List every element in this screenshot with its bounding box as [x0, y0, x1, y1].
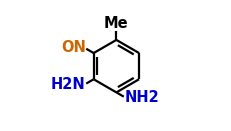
Text: H2N: H2N	[51, 77, 86, 92]
Text: NH2: NH2	[124, 90, 159, 105]
Text: Me: Me	[104, 16, 129, 31]
Text: ON: ON	[61, 40, 86, 55]
